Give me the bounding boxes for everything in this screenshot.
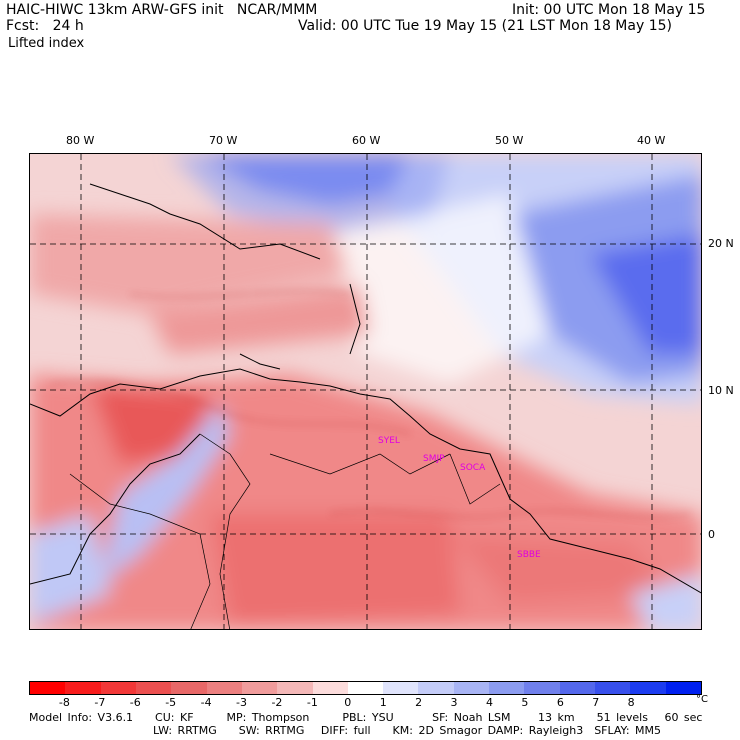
colorbar-tick-label: -8 <box>58 696 70 709</box>
station-smjp: SMJP <box>423 454 445 464</box>
colorbar-swatch <box>524 682 560 694</box>
lon-label-40w: 40 W <box>637 134 666 147</box>
colorbar-tick-label: 5 <box>521 696 529 709</box>
colorbar-tick-label: -5 <box>165 696 177 709</box>
colorbar-swatch <box>665 682 701 694</box>
colorbar-tick-label: -3 <box>236 696 247 709</box>
colorbar-unit: °C <box>696 694 708 705</box>
colorbar-tick-label: -1 <box>306 696 318 709</box>
colorbar-tick-label: 8 <box>627 696 635 709</box>
colorbar-tick-label: 1 <box>379 696 387 709</box>
lon-label-50w: 50 W <box>495 134 524 147</box>
colorbar-swatch <box>206 682 242 694</box>
colorbar-swatch <box>277 682 313 694</box>
colorbar-tick-label: 2 <box>415 696 423 709</box>
colorbar-swatch <box>171 682 207 694</box>
colorbar-swatch <box>453 682 490 694</box>
colorbar-tick-label: -4 <box>200 696 212 709</box>
colorbar-swatch <box>418 682 454 694</box>
colorbar-swatch <box>135 682 172 694</box>
field-name: Lifted index <box>8 36 85 51</box>
colorbar-tick-label: 7 <box>592 696 600 709</box>
colorbar-tick-label: 6 <box>556 696 564 709</box>
colorbar-tick-label: 4 <box>485 696 493 709</box>
lat-label-20n: 20 N <box>708 237 734 250</box>
station-soca: SOCA <box>460 463 486 473</box>
model-info-line1: Model Info: V3.6.1 CU: KF MP: Thompson P… <box>29 711 703 724</box>
lifted-index-field: SYEL SMJP SOCA SBBE <box>30 154 701 629</box>
colorbar-swatch <box>312 682 348 694</box>
colorbar-swatch <box>100 682 136 694</box>
colorbar <box>29 681 702 695</box>
colorbar-swatch <box>241 682 278 694</box>
contours <box>49 290 691 518</box>
colorbar-tick-label: -7 <box>94 696 106 709</box>
lon-label-60w: 60 W <box>352 134 381 147</box>
lat-label-0: 0 <box>708 528 715 541</box>
colorbar-swatch <box>30 682 66 694</box>
lon-label-80w: 80 W <box>66 134 95 147</box>
colorbar-swatch <box>595 682 631 694</box>
colorbar-tick-label: 3 <box>450 696 458 709</box>
station-labels: SYEL SMJP SOCA SBBE <box>378 436 541 560</box>
colorbar-swatch <box>65 682 101 694</box>
colorbar-swatch <box>383 682 419 694</box>
colorbar-tick-label: -2 <box>271 696 283 709</box>
colorbar-swatch <box>559 682 595 694</box>
lat-lon-grid <box>30 154 701 629</box>
valid-time: Valid: 00 UTC Tue 19 May 15 (21 LST Mon … <box>298 18 672 34</box>
model-title: HAIC-HIWC 13km ARW-GFS init NCAR/MMM <box>6 2 318 18</box>
colorbar-swatch <box>630 682 666 694</box>
map-panel: SYEL SMJP SOCA SBBE <box>29 153 702 630</box>
init-time: Init: 00 UTC Mon 18 May 15 <box>512 2 706 18</box>
colorbar-tick-label: 0 <box>344 696 352 709</box>
lat-label-10n: 10 N <box>708 384 734 397</box>
colorbar-swatch <box>347 682 384 694</box>
coastlines <box>30 183 701 594</box>
colorbar-tick-label: -6 <box>129 696 141 709</box>
station-sbbe: SBBE <box>517 550 541 560</box>
forecast-hour: Fcst: 24 h <box>6 18 84 34</box>
colorbar-swatch <box>489 682 525 694</box>
station-syel: SYEL <box>378 436 400 446</box>
lon-label-70w: 70 W <box>209 134 238 147</box>
model-info-line2: LW: RRTMG SW: RRTMG DIFF: full KM: 2D Sm… <box>153 724 661 737</box>
country-borders <box>69 433 501 629</box>
